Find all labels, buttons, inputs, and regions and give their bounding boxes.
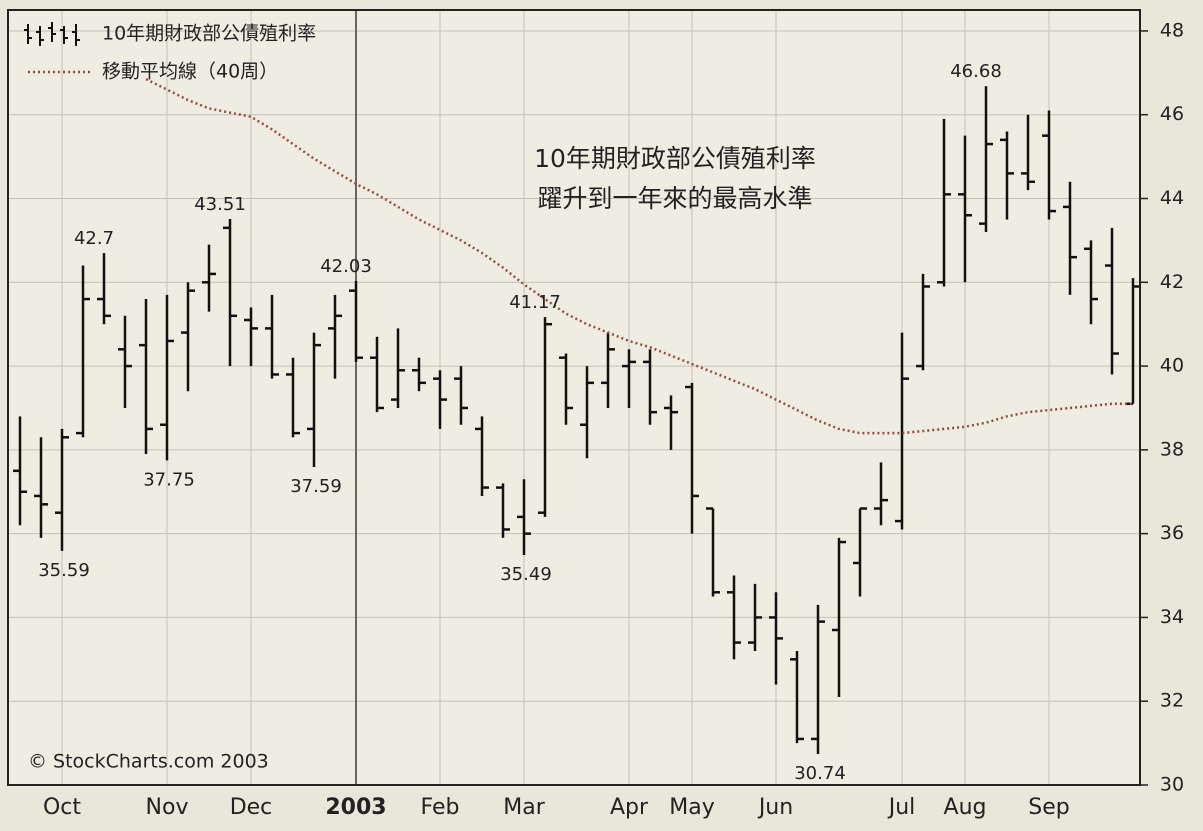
legend-ohlc-icon — [24, 22, 80, 46]
y-tick-label: 38 — [1160, 438, 1184, 460]
y-tick-label: 32 — [1160, 690, 1184, 712]
x-tick-label: Dec — [230, 795, 273, 820]
x-tick-label: Mar — [503, 795, 545, 820]
value-label: 35.59 — [38, 560, 90, 581]
x-tick-label: Nov — [146, 795, 189, 820]
y-tick-label: 36 — [1160, 522, 1184, 544]
y-tick-label: 42 — [1160, 271, 1184, 293]
value-label: 30.74 — [794, 763, 846, 784]
x-tick-label: Jul — [887, 795, 916, 820]
annotation: 躍升到一年來的最高水準 — [537, 184, 812, 213]
x-tick-label: Jun — [757, 795, 793, 820]
x-tick-label: Aug — [944, 795, 987, 820]
value-label: 37.59 — [290, 476, 342, 497]
moving-average-line — [145, 78, 1133, 435]
x-tick-label: May — [669, 795, 714, 820]
plot-frame — [7, 9, 1141, 786]
legend: 10年期財政部公債殖利率 移動平均線（40周） — [24, 22, 316, 83]
value-label: 37.75 — [143, 469, 195, 490]
y-tick-label: 46 — [1160, 103, 1184, 125]
value-label: 42.03 — [320, 256, 372, 277]
x-tick-label: Apr — [610, 795, 649, 820]
legend-label: 移動平均線（40周） — [102, 61, 278, 83]
y-tick-label: 40 — [1160, 355, 1184, 377]
plot-area — [8, 10, 1140, 785]
y-tick-label: 34 — [1160, 606, 1184, 628]
x-tick-label: Feb — [421, 795, 460, 820]
y-tick-label: 44 — [1160, 187, 1184, 209]
credit: © StockCharts.com 2003 — [28, 751, 269, 773]
legend-label: 10年期財政部公債殖利率 — [102, 23, 316, 45]
value-label: 41.17 — [509, 292, 561, 313]
x-tick-label: Oct — [43, 795, 81, 820]
x-tick-label: Sep — [1028, 795, 1069, 820]
annotation: 10年期財政部公債殖利率 — [534, 144, 816, 173]
marks — [13, 78, 1140, 754]
value-label: 42.7 — [74, 228, 114, 249]
x-tick-label: 2003 — [325, 795, 386, 820]
value-label: 35.49 — [500, 564, 552, 585]
y-tick-label: 48 — [1160, 19, 1184, 41]
value-label: 46.68 — [950, 61, 1002, 82]
value-label: 43.51 — [194, 194, 246, 215]
y-tick-label: 30 — [1160, 774, 1184, 796]
